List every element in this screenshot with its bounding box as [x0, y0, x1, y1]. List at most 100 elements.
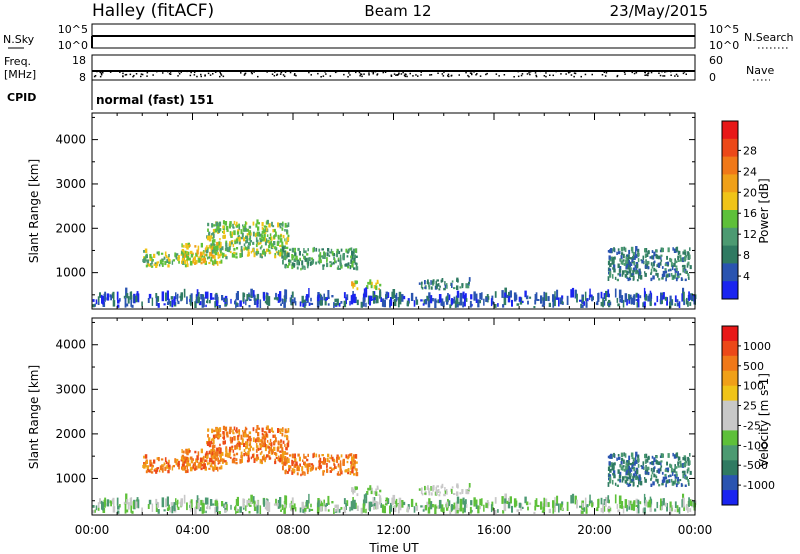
echo-cell	[687, 507, 689, 513]
echo-cell	[561, 300, 564, 304]
nave-dot	[348, 72, 350, 74]
echo-cell	[649, 300, 652, 307]
echo-cell	[624, 499, 628, 509]
echo-cell	[298, 456, 301, 462]
echo-cell	[142, 259, 145, 263]
echo-cell	[345, 297, 347, 305]
echo-cell	[318, 293, 322, 298]
nave-dot	[447, 73, 450, 76]
echo-cell	[169, 506, 172, 513]
nave-dot	[177, 75, 179, 77]
echo-cell	[415, 296, 418, 300]
echo-cell	[608, 464, 612, 468]
echo-cell	[326, 503, 328, 506]
echo-cell	[185, 243, 188, 249]
echo-cell	[97, 507, 100, 511]
echo-cell	[235, 302, 238, 306]
echo-cell	[186, 469, 189, 473]
echo-cell	[613, 257, 615, 261]
echo-cell	[323, 457, 326, 463]
echo-cell	[293, 460, 295, 464]
nave-dot	[390, 75, 393, 77]
nave-dot	[677, 75, 679, 77]
echo-cell	[233, 247, 236, 251]
echo-cell	[202, 297, 205, 308]
echo-cell	[247, 294, 251, 298]
echo-cell	[156, 261, 159, 267]
echo-cell	[194, 261, 197, 265]
echo-cell	[430, 492, 433, 496]
echo-cell	[667, 453, 670, 458]
echo-cell	[343, 300, 347, 308]
echo-cell	[181, 260, 184, 265]
echo-cell	[626, 476, 629, 481]
echo-cell	[180, 459, 183, 462]
echo-cell	[218, 459, 221, 464]
echo-cell	[166, 464, 169, 469]
echo-cell	[207, 298, 209, 304]
nave-dot	[403, 74, 406, 77]
nave-dot	[343, 73, 345, 76]
echo-cell	[281, 244, 284, 248]
echo-cell	[369, 279, 372, 285]
echo-cell	[641, 259, 644, 264]
echo-cell	[161, 464, 164, 467]
echo-cell	[343, 292, 346, 299]
echo-cell	[150, 462, 153, 467]
echo-cell	[421, 487, 423, 491]
echo-cell	[334, 466, 337, 469]
echo-cell	[351, 468, 353, 472]
echo-cell	[354, 262, 357, 265]
echo-cell	[224, 300, 226, 307]
echo-cell	[214, 457, 218, 461]
echo-cell	[235, 252, 238, 256]
echo-cell	[397, 503, 400, 514]
echo-cell	[339, 460, 342, 465]
echo-cell	[632, 256, 635, 261]
echo-cell	[310, 260, 314, 265]
nave-dot	[475, 74, 477, 76]
echo-cell	[352, 260, 355, 263]
echo-cell	[183, 459, 186, 464]
echo-cell	[279, 497, 282, 507]
echo-cell	[626, 270, 629, 275]
echo-cell	[626, 469, 629, 474]
echo-cell	[619, 273, 621, 277]
echo-cell	[224, 509, 228, 513]
echo-cell	[129, 497, 132, 506]
echo-cell	[270, 240, 272, 246]
echo-cell	[343, 254, 345, 258]
nave-dot	[405, 73, 407, 76]
echo-cell	[619, 505, 622, 509]
echo-cell	[385, 291, 388, 298]
echo-cell	[456, 290, 460, 298]
freq-left-label-2: [MHz]	[4, 68, 36, 81]
echo-cell	[268, 240, 271, 244]
echo-cell	[291, 453, 294, 459]
echo-cell	[166, 301, 170, 305]
echo-cell	[338, 508, 341, 513]
echo-cell	[287, 252, 290, 258]
echo-cell	[177, 506, 180, 510]
echo-cell	[651, 265, 654, 269]
echo-cell	[607, 495, 610, 503]
echo-cell	[435, 506, 438, 509]
nave-dot	[374, 70, 377, 73]
echo-cell	[584, 497, 587, 507]
echo-cell	[355, 469, 358, 473]
echo-cell	[339, 257, 342, 263]
echo-cell	[429, 295, 433, 304]
echo-cell	[277, 251, 279, 255]
echo-cell	[196, 459, 199, 463]
echo-cell	[204, 497, 208, 505]
echo-cell	[340, 248, 343, 252]
echo-cell	[224, 504, 227, 508]
nave-dot	[560, 73, 562, 75]
echo-cell	[257, 432, 260, 437]
echo-cell	[210, 234, 213, 239]
echo-cell	[451, 283, 453, 288]
echo-cell	[547, 296, 550, 302]
echo-cell	[600, 507, 603, 513]
echo-cell	[355, 468, 358, 471]
echo-cell	[272, 446, 276, 451]
